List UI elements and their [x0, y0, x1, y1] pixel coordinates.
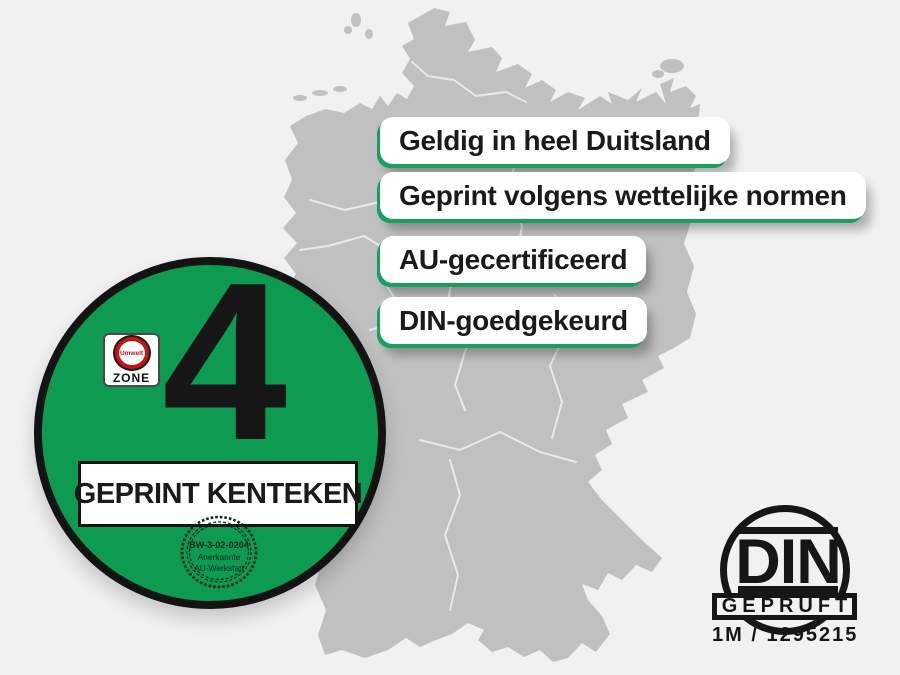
din-geprueft-seal: DIN GEPRÜFT 1M / 1295215 — [708, 498, 872, 658]
feature-pill-din: DIN-goedgekeurd — [380, 297, 647, 344]
map-islands — [293, 13, 684, 101]
badge-banner: GEPRINT KENTEKEN — [74, 461, 363, 527]
feature-pill-geldig: Geldig in heel Duitsland — [380, 117, 730, 164]
stamp-line-1: BW-3-02-0204 — [189, 540, 250, 550]
feature-label: DIN-goedgekeurd — [399, 304, 628, 336]
din-title: DIN — [735, 527, 842, 597]
badge-number: 4 — [162, 235, 288, 487]
umwelt-zone-sign: Umwelt ZONE — [103, 333, 160, 387]
feature-label: Geldig in heel Duitsland — [399, 124, 711, 156]
feature-pill-au: AU-gecertificeerd — [380, 236, 647, 283]
feature-label: Geprint volgens wettelijke normen — [399, 179, 847, 211]
badge-banner-label: GEPRINT KENTEKEN — [73, 477, 363, 510]
au-werkstatt-stamp: BW-3-02-0204 Anerkannte AU-Werkstatt — [180, 515, 258, 589]
din-bar-top — [738, 527, 838, 534]
umwelt-label: Umwelt — [119, 349, 144, 357]
din-banner-label: GEPRÜFT — [721, 595, 853, 617]
stamp-line-3: AU-Werkstatt — [194, 563, 244, 573]
umwelt-plakette-badge: 4 Umwelt ZONE GEPRINT KENTEKEN BW-3-02-0… — [34, 249, 386, 609]
prohibition-sign-icon: Umwelt — [114, 337, 149, 369]
din-banner: GEPRÜFT — [712, 593, 857, 620]
din-seal-circle — [720, 505, 850, 635]
feature-label: AU-gecertificeerd — [399, 243, 628, 275]
din-serial-number: 1M / 1295215 — [712, 624, 859, 646]
din-bar-bottom — [738, 586, 838, 593]
stamp-line-2: Anerkannte — [198, 552, 241, 562]
feature-pill-geprint: Geprint volgens wettelijke normen — [380, 172, 866, 219]
zone-label: ZONE — [112, 371, 151, 385]
